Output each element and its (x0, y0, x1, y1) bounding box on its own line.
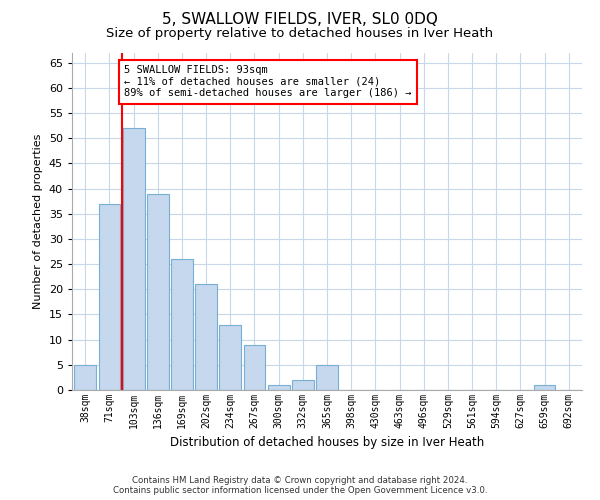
Bar (74, 365, 96, 390)
Bar (98, 204, 121, 390)
Bar (316, 365, 338, 390)
Y-axis label: Number of detached properties: Number of detached properties (33, 134, 43, 309)
X-axis label: Distribution of detached houses by size in Iver Heath: Distribution of detached houses by size … (170, 436, 484, 450)
Bar (533, 385, 556, 390)
Bar (171, 259, 193, 390)
Bar (292, 380, 314, 390)
Text: 5, SWALLOW FIELDS, IVER, SL0 0DQ: 5, SWALLOW FIELDS, IVER, SL0 0DQ (162, 12, 438, 28)
Text: Contains HM Land Registry data © Crown copyright and database right 2024.
Contai: Contains HM Land Registry data © Crown c… (113, 476, 487, 495)
Bar (123, 128, 145, 390)
Bar (195, 284, 217, 390)
Text: Size of property relative to detached houses in Iver Heath: Size of property relative to detached ho… (106, 28, 494, 40)
Text: 5 SWALLOW FIELDS: 93sqm
← 11% of detached houses are smaller (24)
89% of semi-de: 5 SWALLOW FIELDS: 93sqm ← 11% of detache… (124, 65, 412, 98)
Bar (220, 324, 241, 390)
Bar (147, 194, 169, 390)
Bar (268, 385, 290, 390)
Bar (244, 344, 265, 390)
